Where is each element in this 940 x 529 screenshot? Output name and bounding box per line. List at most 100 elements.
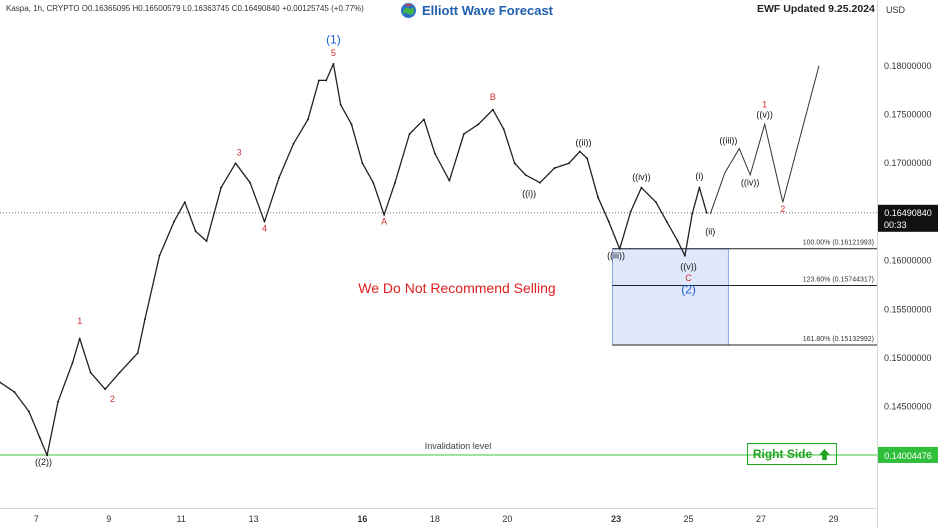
current-price-line: 0.16490840 00:33 bbox=[0, 204, 938, 232]
price-axis: 0.18000000 0.17500000 0.17000000 0.16000000… bbox=[884, 61, 932, 412]
price-point bbox=[433, 152, 436, 155]
wave-label: 2 bbox=[780, 204, 785, 214]
wave-label: 1 bbox=[77, 316, 82, 326]
price-point bbox=[684, 254, 686, 257]
price-point bbox=[383, 213, 386, 216]
price-point bbox=[183, 201, 186, 204]
wave-label: (1) bbox=[326, 32, 341, 46]
x-tick-label: 25 bbox=[684, 514, 694, 524]
price-point bbox=[173, 220, 175, 223]
x-tick-label: 13 bbox=[249, 514, 259, 524]
price-point bbox=[278, 176, 280, 179]
x-tick-label: 27 bbox=[756, 514, 766, 524]
price-point bbox=[46, 454, 49, 457]
price-point bbox=[513, 162, 516, 165]
price-point bbox=[0, 381, 1, 384]
wave-label: ((v)) bbox=[756, 109, 773, 119]
wave-labels: ((2)) 1 2 3 4 5 (1) A B ((i)) ((ii)) ((iii)) ((iv)) (… bbox=[35, 32, 785, 467]
x-tick-label: 9 bbox=[106, 514, 111, 524]
price-point bbox=[705, 211, 708, 214]
wave-label: ((ii)) bbox=[575, 138, 591, 148]
instrument-name: Kaspa, 1h, CRYPTO bbox=[6, 4, 80, 13]
price-point bbox=[524, 174, 527, 176]
price-point bbox=[136, 352, 139, 355]
price-point bbox=[158, 254, 161, 257]
price-point bbox=[332, 62, 335, 65]
price-point bbox=[28, 410, 30, 413]
wave-label: A bbox=[381, 217, 387, 227]
wave-label: (2) bbox=[681, 283, 696, 297]
price-point bbox=[194, 230, 197, 233]
price-point bbox=[477, 123, 480, 126]
wave-label: C bbox=[685, 273, 692, 283]
wave-label: ((iii)) bbox=[607, 251, 625, 261]
price-point bbox=[220, 186, 222, 189]
wave-label: 3 bbox=[237, 147, 242, 157]
fib-zone-box bbox=[611, 248, 729, 346]
wave-label: ((v)) bbox=[680, 261, 697, 271]
x-tick-label: 20 bbox=[502, 514, 512, 524]
price-point bbox=[553, 167, 556, 169]
wave-label: B bbox=[490, 92, 496, 102]
price-point bbox=[462, 133, 465, 135]
price-point bbox=[307, 118, 309, 121]
fib-level-label: 123.60% (0.15744317) bbox=[803, 277, 874, 284]
price-point bbox=[502, 128, 505, 131]
price-point bbox=[394, 181, 396, 184]
price-point bbox=[318, 79, 320, 82]
price-point bbox=[89, 371, 92, 374]
x-tick-label: 29 bbox=[829, 514, 839, 524]
price-point bbox=[597, 196, 599, 199]
price-point bbox=[234, 162, 237, 165]
wave-label: ((2)) bbox=[35, 457, 52, 467]
y-tick-label: 0.15000000 bbox=[884, 353, 932, 363]
price-point bbox=[423, 118, 425, 121]
price-point bbox=[144, 318, 146, 320]
price-point bbox=[607, 220, 610, 223]
price-point bbox=[408, 133, 411, 135]
price-point bbox=[339, 103, 342, 106]
invalidation-level: Invalidation level 0.14004476 bbox=[0, 441, 938, 463]
wave-label: (i) bbox=[695, 171, 703, 181]
arrow-up-icon bbox=[819, 448, 831, 460]
y-tick-label: 0.15500000 bbox=[884, 304, 932, 314]
price-point bbox=[361, 162, 364, 165]
price-point bbox=[698, 186, 701, 189]
ohlc-readout: O0.16365095 H0.16500579 L0.16363745 C0.1… bbox=[81, 4, 364, 13]
wave-label: ((iv)) bbox=[632, 172, 651, 182]
price-point bbox=[618, 248, 621, 250]
price-point bbox=[71, 361, 74, 364]
x-tick-label: 11 bbox=[177, 514, 186, 524]
last-price-tag bbox=[878, 204, 938, 232]
price-point bbox=[263, 220, 266, 223]
x-tick-label: 7 bbox=[34, 514, 39, 524]
right-side-badge: Right Side bbox=[747, 443, 837, 465]
price-point bbox=[57, 400, 59, 403]
fib-level-label: 100.00% (0.16121993) bbox=[803, 240, 874, 247]
invalidation-price-label: 0.14004476 bbox=[884, 451, 932, 461]
currency-label: USD bbox=[886, 5, 906, 15]
price-point bbox=[350, 123, 353, 126]
price-series bbox=[0, 62, 820, 457]
wave-label: 1 bbox=[762, 100, 767, 110]
wave-label: 5 bbox=[331, 48, 336, 58]
price-point bbox=[448, 179, 451, 182]
price-point bbox=[640, 186, 643, 189]
price-point bbox=[491, 108, 494, 111]
x-tick-label: 18 bbox=[430, 514, 440, 524]
wave-label: 2 bbox=[110, 394, 115, 404]
price-point bbox=[578, 150, 581, 153]
price-point bbox=[655, 201, 657, 204]
y-tick-label: 0.17500000 bbox=[884, 110, 932, 120]
price-point bbox=[665, 220, 668, 223]
price-point bbox=[205, 240, 208, 243]
price-point bbox=[691, 212, 694, 215]
price-point bbox=[249, 181, 251, 184]
chart-subtitle: We Do Not Recommend Selling bbox=[358, 280, 555, 296]
price-point bbox=[629, 211, 632, 213]
price-point bbox=[13, 391, 16, 393]
globe-icon bbox=[401, 3, 416, 18]
price-point bbox=[325, 79, 328, 82]
price-point bbox=[372, 181, 375, 184]
price-point bbox=[118, 371, 121, 374]
